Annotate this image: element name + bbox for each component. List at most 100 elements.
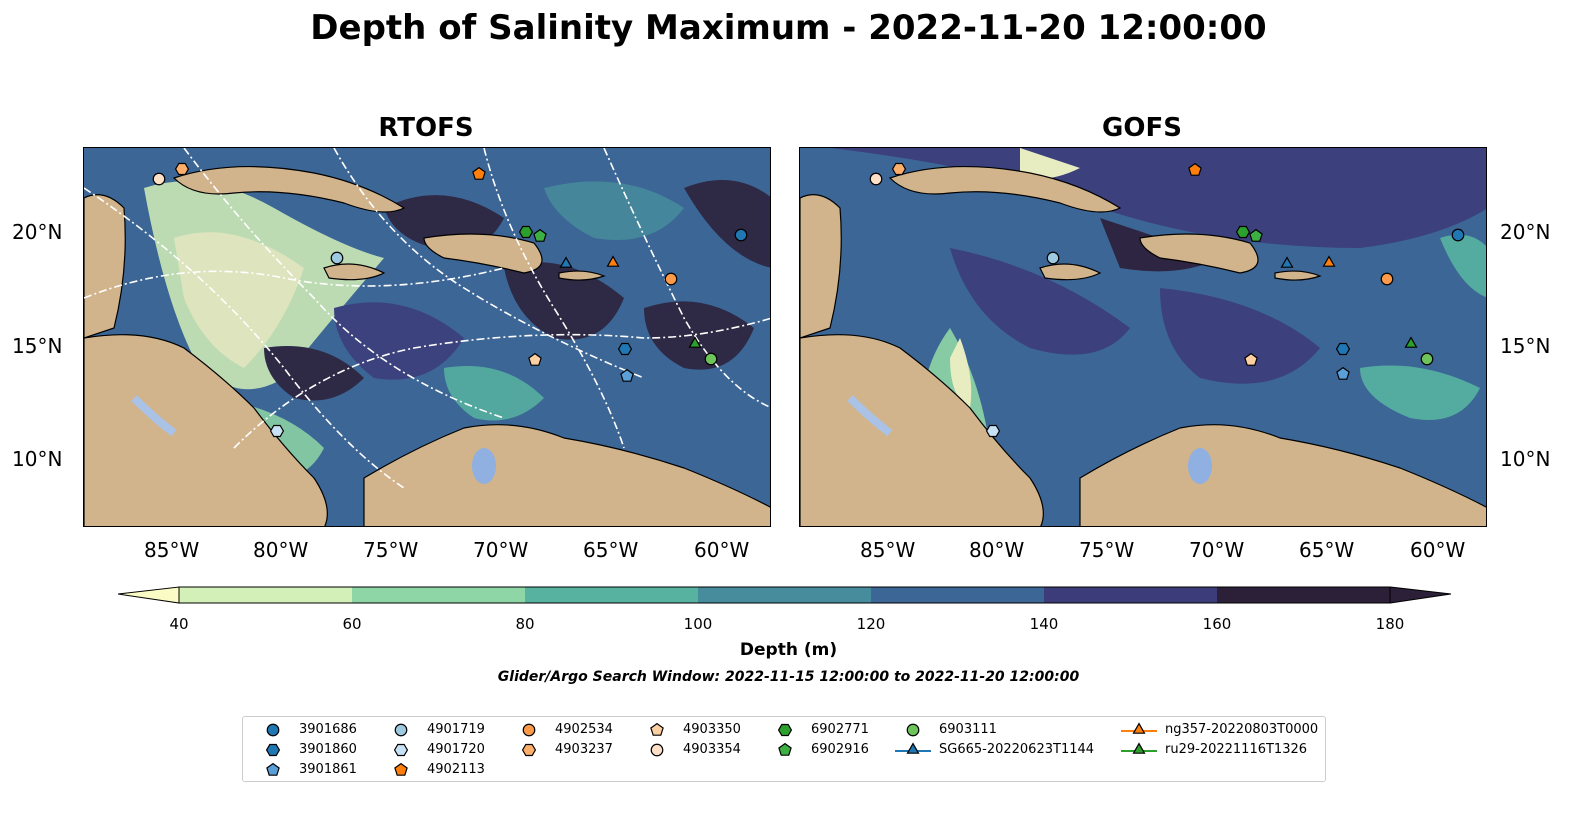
colorbar-tick-label: 80 <box>515 615 535 633</box>
colorbar <box>118 586 1452 604</box>
marker-sg665 <box>1280 256 1294 268</box>
marker-4902534 <box>664 272 678 286</box>
legend-label: 3901686 <box>299 722 357 737</box>
marker-6902771 <box>518 225 534 239</box>
marker-4903237 <box>174 162 190 176</box>
lon-tick-label: 75°W <box>363 538 419 562</box>
colorbar-tick-label: 100 <box>683 615 713 633</box>
legend-marker-icon <box>777 723 793 737</box>
lon-tick-label: 60°W <box>1410 538 1466 562</box>
marker-3901860 <box>1335 342 1351 356</box>
marker-3901686 <box>734 228 748 242</box>
search-window-text: Glider/Argo Search Window: 2022-11-15 12… <box>497 669 1080 685</box>
marker-4903350 <box>528 352 542 366</box>
colorbar-extend-min <box>118 586 180 604</box>
marker-4903237 <box>891 162 907 176</box>
colorbar-tick-label: 180 <box>1375 615 1405 633</box>
colorbar-segment <box>1044 587 1217 603</box>
lat-tick-label: 15°N <box>12 334 63 358</box>
legend-label: ru29-20221116T1326 <box>1165 742 1308 757</box>
legend-marker-icon <box>522 723 536 737</box>
colorbar-tick-label: 120 <box>856 615 886 633</box>
legend-marker-icon <box>906 723 920 737</box>
marker-3901861 <box>620 368 634 382</box>
colorbar-segment <box>525 587 698 603</box>
lat-tick-label: 20°N <box>1500 220 1551 244</box>
rtofs-map <box>83 147 771 527</box>
lon-tick-label: 70°W <box>473 538 529 562</box>
marker-4902113 <box>1188 162 1202 176</box>
legend: 3901686 3901860 3901861 4901719 4901720 49021… <box>242 716 1326 782</box>
lon-tick-label: 85°W <box>860 538 916 562</box>
lon-tick-label: 75°W <box>1079 538 1135 562</box>
lat-tick-label: 10°N <box>1500 447 1551 471</box>
colorbar-segment <box>352 587 525 603</box>
lon-tick-label: 70°W <box>1189 538 1245 562</box>
legend-marker-icon <box>265 743 281 757</box>
colorbar-segment <box>698 587 871 603</box>
legend-label: 3901860 <box>299 742 357 757</box>
marker-ru29 <box>1404 336 1418 348</box>
marker-3901861 <box>1336 366 1350 380</box>
colorbar-segment <box>179 587 352 603</box>
colorbar-tick-label: 140 <box>1029 615 1059 633</box>
marker-4901719 <box>1046 251 1060 265</box>
marker-ng357 <box>606 255 620 267</box>
colorbar-segment <box>871 587 1044 603</box>
legend-marker-icon <box>266 762 280 776</box>
marker-4901719 <box>330 251 344 265</box>
legend-label: 4903237 <box>555 742 613 757</box>
figure-title: Depth of Salinity Maximum - 2022-11-20 1… <box>310 8 1267 48</box>
marker-4903354 <box>152 172 166 186</box>
lon-tick-label: 60°W <box>694 538 750 562</box>
legend-label: 3901861 <box>299 762 357 777</box>
legend-marker-icon <box>650 722 664 736</box>
colorbar-tick-label: 160 <box>1202 615 1232 633</box>
legend-label: 4903354 <box>683 742 741 757</box>
marker-6902916 <box>533 228 547 242</box>
legend-marker-icon <box>1132 742 1146 754</box>
marker-4901720 <box>269 424 285 438</box>
gofs-panel-title: GOFS <box>1102 113 1182 143</box>
marker-4902534 <box>1380 272 1394 286</box>
colorbar-label: Depth (m) <box>739 640 838 660</box>
legend-marker-icon <box>394 762 408 776</box>
legend-label: 4901719 <box>427 722 485 737</box>
marker-6902771 <box>1235 225 1251 239</box>
legend-label: 4902113 <box>427 762 485 777</box>
marker-4903354 <box>869 172 883 186</box>
marker-3901686 <box>1451 228 1465 242</box>
legend-marker-icon <box>650 743 664 757</box>
lon-tick-label: 65°W <box>583 538 639 562</box>
marker-sg665 <box>559 256 573 268</box>
legend-marker-icon <box>393 743 409 757</box>
lon-tick-label: 65°W <box>1299 538 1355 562</box>
legend-label: 4902534 <box>555 722 613 737</box>
legend-marker-icon <box>266 723 280 737</box>
marker-ru29 <box>688 336 702 348</box>
colorbar-segment <box>1217 587 1390 603</box>
marker-4902113 <box>472 166 486 180</box>
lat-tick-label: 10°N <box>12 447 63 471</box>
gofs-map <box>799 147 1487 527</box>
colorbar-tick-label: 60 <box>342 615 362 633</box>
marker-6903111 <box>1420 352 1434 366</box>
lat-tick-label: 20°N <box>12 220 63 244</box>
marker-ng357 <box>1322 255 1336 267</box>
legend-label: 4901720 <box>427 742 485 757</box>
legend-marker-icon <box>778 742 792 756</box>
lon-tick-label: 80°W <box>969 538 1025 562</box>
legend-marker-icon <box>521 743 537 757</box>
legend-marker-icon <box>394 723 408 737</box>
lon-tick-label: 85°W <box>144 538 200 562</box>
marker-3901860 <box>617 342 633 356</box>
legend-label: ng357-20220803T0000 <box>1165 722 1319 737</box>
legend-label: 6902771 <box>811 722 869 737</box>
rtofs-panel-title: RTOFS <box>378 113 474 143</box>
marker-6902916 <box>1249 228 1263 242</box>
legend-label: 6903111 <box>939 722 997 737</box>
marker-4901720 <box>985 424 1001 438</box>
legend-label: 4903350 <box>683 722 741 737</box>
marker-6903111 <box>704 352 718 366</box>
legend-marker-icon <box>1132 722 1146 734</box>
